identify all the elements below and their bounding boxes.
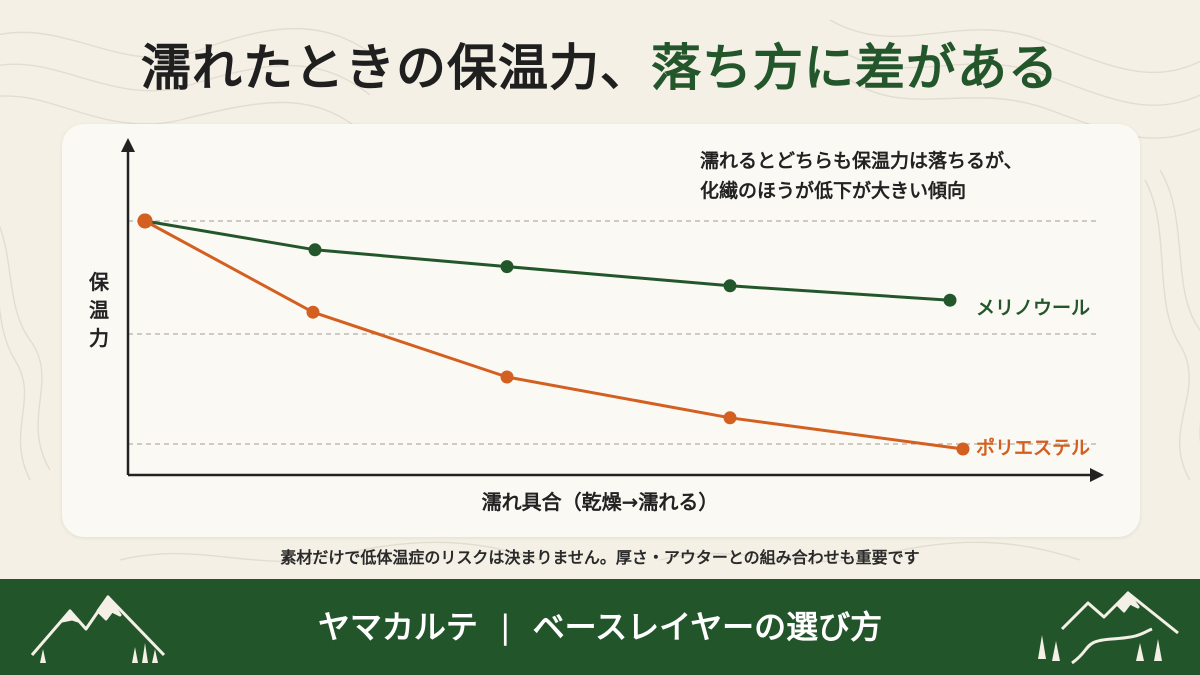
series-0-point-4 bbox=[943, 293, 957, 307]
footer-separator: | bbox=[499, 608, 511, 646]
series-0-point-2 bbox=[500, 260, 514, 274]
annotation-line-2: 化繊のほうが低下が大きい傾向 bbox=[700, 180, 967, 202]
series-1-point-3 bbox=[723, 411, 737, 425]
series-label-polyester: ポリエステル bbox=[976, 437, 1091, 459]
mountain-trail-icon bbox=[1038, 591, 1179, 665]
series-line-1 bbox=[144, 219, 964, 451]
series-1-point-1 bbox=[306, 305, 320, 319]
chart-annotation: 濡れるとどちらも保温力は落ちるが、 化繊のほうが低下が大きい傾向 bbox=[700, 146, 1120, 206]
footer-brand: ヤマカルテ bbox=[317, 608, 478, 646]
chart-card bbox=[62, 124, 1140, 537]
axes bbox=[121, 138, 1104, 482]
title-accent: 落ち方に差がある bbox=[651, 39, 1059, 97]
annotation-line-1: 濡れるとどちらも保温力は落ちるが、 bbox=[700, 150, 1023, 172]
page-title: 濡れたときの保温力、落ち方に差がある bbox=[0, 28, 1200, 100]
gridlines bbox=[128, 220, 1098, 445]
mountain-icon bbox=[30, 595, 166, 663]
series-layer bbox=[137, 213, 970, 456]
series-label-merino: メリノウール bbox=[976, 297, 1091, 319]
series-0-point-1 bbox=[308, 243, 322, 257]
footer-banner: ヤマカルテ | ベースレイヤーの選び方 bbox=[0, 579, 1200, 675]
series-line-0 bbox=[144, 219, 951, 302]
footer-subtitle: ベースレイヤーの選び方 bbox=[532, 608, 883, 646]
footnote: 素材だけで低体温症のリスクは決まりません。厚さ・アウターとの組み合わせも重要です bbox=[280, 548, 920, 567]
y-axis-label: 保温力 bbox=[89, 270, 109, 350]
series-1-point-2 bbox=[500, 370, 514, 384]
x-axis-label: 濡れ具合（乾燥→濡れる） bbox=[481, 490, 719, 514]
title-main: 濡れたときの保温力、 bbox=[141, 39, 651, 97]
series-1-point-0 bbox=[137, 213, 153, 229]
series-1-point-4 bbox=[956, 442, 970, 456]
series-0-point-3 bbox=[723, 279, 737, 293]
footer-text: ヤマカルテ | ベースレイヤーの選び方 bbox=[0, 579, 1200, 675]
y-axis-arrow-icon bbox=[121, 138, 135, 152]
x-axis-arrow-icon bbox=[1090, 468, 1104, 482]
